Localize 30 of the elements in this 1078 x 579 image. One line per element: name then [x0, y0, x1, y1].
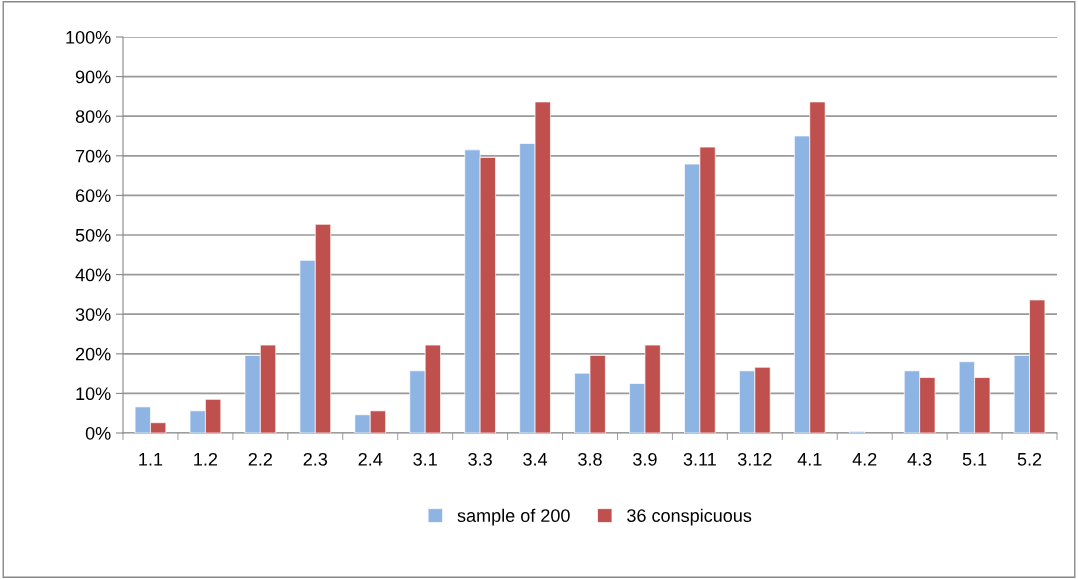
y-tick-label: 10%	[76, 387, 111, 401]
y-tick-label: 50%	[75, 228, 111, 242]
x-tick-label: 2.2	[248, 452, 272, 466]
x-tick-label: 3.4	[523, 452, 548, 466]
y-tick-label: 40%	[75, 268, 111, 282]
y-tick-label: 100%	[66, 30, 111, 44]
x-tick-label: 5.1	[962, 453, 987, 466]
y-tick-label: 70%	[75, 149, 111, 163]
x-tick-label: 3.9	[633, 452, 657, 466]
x-tick-label: 3.8	[578, 452, 602, 466]
x-tick-label: 4.2	[852, 452, 877, 466]
x-tick-label: 2.3	[303, 452, 328, 466]
x-tick-label: 5.2	[1017, 452, 1042, 466]
y-tick-label: 90%	[75, 70, 111, 84]
y-tick-label: 30%	[75, 308, 111, 321]
x-tick-label: 3.12	[737, 452, 772, 466]
y-tick-label: 60%	[75, 189, 111, 203]
legend-label: 36 conspicuous	[627, 508, 752, 526]
x-tick-label: 3.3	[468, 452, 492, 466]
x-tick-label: 4.3	[907, 452, 932, 466]
y-tick-label: 80%	[75, 110, 111, 123]
y-tick-label: 20%	[75, 347, 111, 361]
y-tick-label: 0%	[85, 426, 111, 440]
x-tick-label: 1.2	[194, 452, 218, 466]
x-tick-label: 4.1	[797, 453, 822, 466]
x-tick-label: 2.4	[358, 452, 383, 466]
x-tick-label: 3.11	[683, 452, 716, 466]
x-tick-label: 3.1	[413, 452, 437, 466]
legend-label: sample of 200	[457, 508, 570, 526]
x-tick-label: 1.1	[139, 453, 163, 466]
